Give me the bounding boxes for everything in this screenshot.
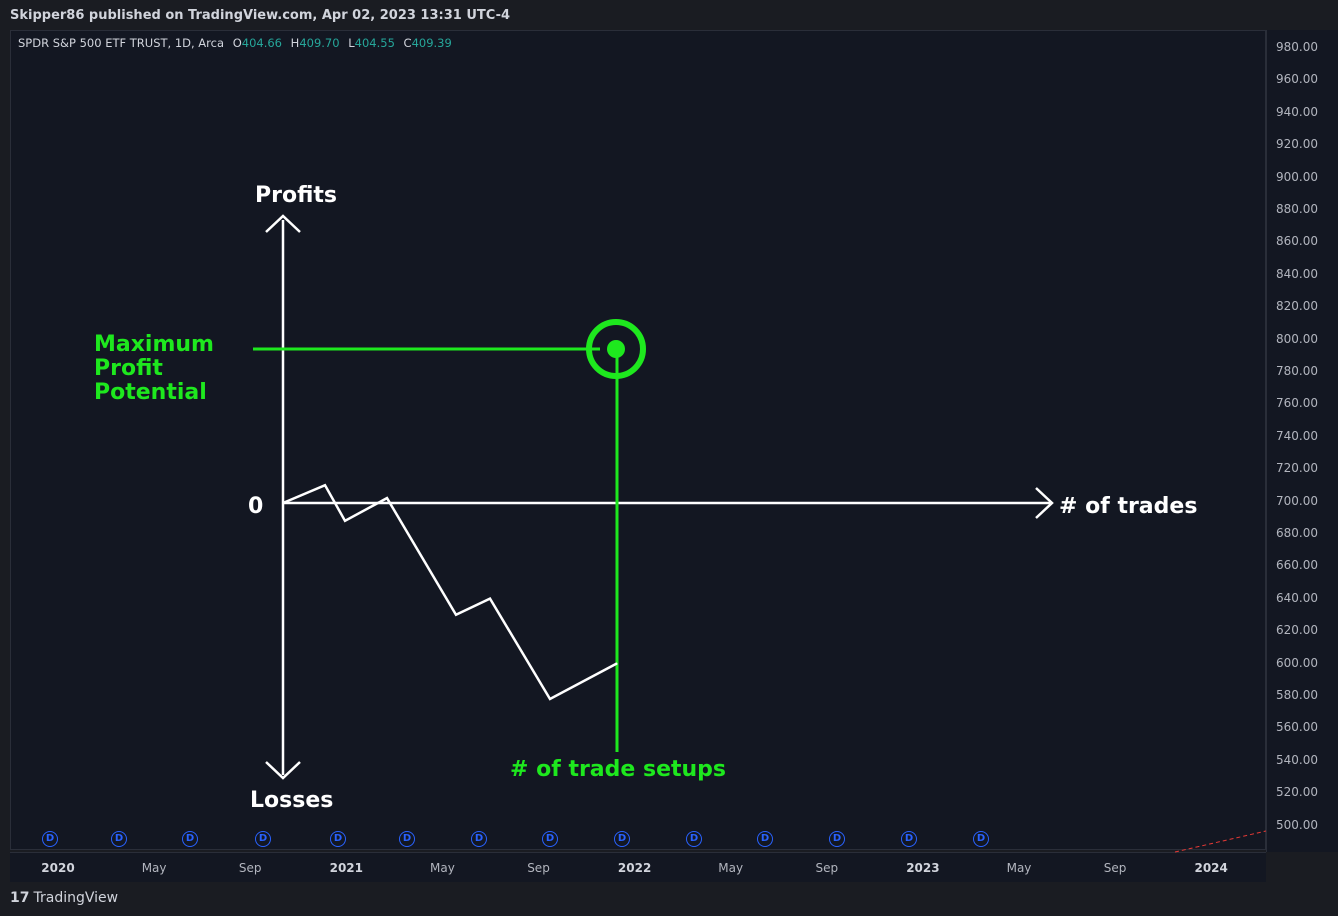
dividend-marker-icon[interactable]: D [399, 831, 415, 847]
price-tick: 720.00 [1276, 461, 1318, 476]
losses-label: Losses [250, 788, 333, 813]
high-value: 409.70 [299, 36, 340, 50]
price-tick: 920.00 [1276, 137, 1318, 152]
close-label: C [403, 36, 412, 50]
low-value: 404.55 [354, 36, 395, 50]
time-tick: May [429, 861, 455, 875]
dividend-marker-icon[interactable]: D [182, 831, 198, 847]
max-profit-label-2: Profit [94, 356, 163, 381]
equity-curve [282, 483, 618, 701]
time-tick: Sep [238, 861, 262, 875]
dividend-marker-icon[interactable]: D [542, 831, 558, 847]
symbol-legend: SPDR S&P 500 ETF TRUST, 1D, Arca O404.66… [18, 36, 452, 50]
price-tick: 780.00 [1276, 364, 1318, 378]
dividend-marker-icon[interactable]: D [829, 831, 845, 847]
equity-point [282, 502, 284, 504]
price-tick: 760.00 [1276, 396, 1318, 411]
brand-name: TradingView [33, 890, 119, 906]
profits-label: Profits [255, 183, 337, 208]
price-tick: 540.00 [1276, 752, 1318, 767]
time-tick: May [141, 861, 167, 875]
price-tick: 500.00 [1276, 817, 1318, 832]
open-value: 404.66 [241, 36, 282, 50]
publish-info: Skipper86 published on TradingView.com, … [10, 8, 511, 23]
equity-point [344, 520, 346, 522]
dividend-marker-icon[interactable]: D [614, 831, 630, 847]
trade-setups-label: # of trade setups [510, 757, 726, 782]
high-label: H [290, 36, 300, 50]
price-tick: 940.00 [1276, 104, 1318, 119]
equity-point [616, 662, 618, 664]
max-profit-label-3: Potential [94, 380, 207, 405]
max-profit-target-dot [607, 340, 625, 358]
close-value: 409.39 [411, 36, 452, 50]
time-tick: 2024 [1194, 861, 1228, 875]
symbol-title: SPDR S&P 500 ETF TRUST, 1D, Arca [18, 36, 225, 50]
zero-label: 0 [248, 494, 263, 519]
price-tick: 840.00 [1276, 266, 1318, 281]
time-tick: 2023 [906, 861, 940, 875]
time-tick: Sep [1103, 861, 1127, 875]
dividend-marker-icon[interactable]: D [330, 831, 346, 847]
price-tick: 860.00 [1276, 234, 1318, 249]
price-tick: 580.00 [1276, 688, 1318, 702]
profits-arrowhead [265, 214, 301, 233]
price-tick: 620.00 [1276, 623, 1318, 638]
chart-pane[interactable] [10, 30, 1266, 850]
low-label: L [348, 36, 355, 50]
equity-point [489, 598, 491, 600]
price-tick: 520.00 [1276, 785, 1318, 800]
time-tick: Sep [815, 861, 839, 875]
max-profit-label-1: Maximum [94, 332, 214, 357]
open-label: O [232, 36, 242, 50]
dividend-marker-icon[interactable]: D [42, 831, 58, 847]
dividend-marker-icon[interactable]: D [111, 831, 127, 847]
price-tick: 680.00 [1276, 526, 1318, 540]
time-tick: 2021 [329, 861, 363, 875]
trades-arrowhead [1035, 487, 1054, 519]
price-tick: 820.00 [1276, 299, 1318, 314]
price-tick: 660.00 [1276, 558, 1318, 573]
trades-label: # of trades [1059, 494, 1197, 519]
price-tick: 740.00 [1276, 428, 1318, 443]
trend-line [1174, 830, 1267, 853]
time-tick: Sep [527, 861, 550, 875]
equity-point [386, 497, 388, 499]
equity-point [324, 484, 326, 486]
price-tick: 980.00 [1276, 40, 1318, 54]
price-tick: 700.00 [1276, 493, 1318, 508]
max-profit-target-ring [586, 319, 646, 379]
dividend-marker-icon[interactable]: D [757, 831, 773, 847]
losses-arrowhead [265, 761, 301, 780]
time-tick: May [718, 861, 744, 875]
dividend-marker-icon[interactable]: D [686, 831, 702, 847]
dividend-marker-icon[interactable]: D [901, 831, 917, 847]
dividend-marker-icon[interactable]: D [471, 831, 487, 847]
time-axis[interactable] [10, 852, 1266, 882]
equity-point [455, 614, 457, 616]
price-tick: 900.00 [1276, 169, 1318, 184]
price-tick: 880.00 [1276, 202, 1318, 216]
time-tick: 2022 [617, 861, 652, 875]
tradingview-logo-icon: 17 [10, 890, 30, 906]
price-tick: 640.00 [1276, 590, 1318, 605]
price-tick: 600.00 [1276, 655, 1318, 670]
time-tick: 2020 [41, 861, 75, 875]
publish-header: Skipper86 published on TradingView.com, … [0, 0, 1338, 30]
price-axis[interactable] [1266, 30, 1338, 852]
price-tick: 960.00 [1276, 72, 1318, 87]
equity-point [549, 698, 551, 700]
price-tick: 560.00 [1276, 720, 1318, 735]
price-tick: 800.00 [1276, 331, 1318, 346]
footer-brand[interactable]: 17 TradingView [10, 890, 118, 906]
dividend-marker-icon[interactable]: D [255, 831, 271, 847]
time-tick: May [1006, 861, 1032, 875]
dividend-marker-icon[interactable]: D [973, 831, 989, 847]
